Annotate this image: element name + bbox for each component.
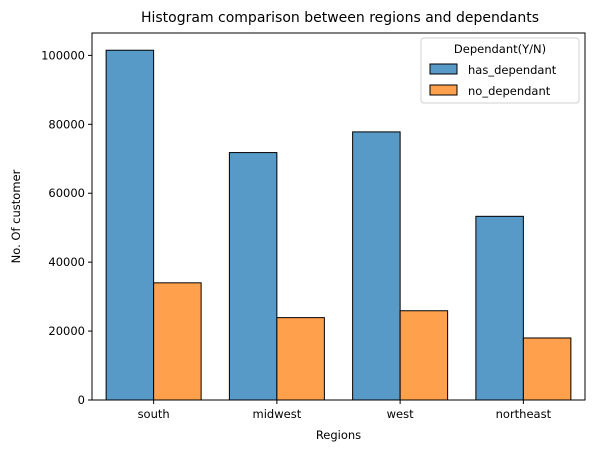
bar-no_dependant-south xyxy=(153,282,202,401)
x-tick-label: northeast xyxy=(496,407,552,421)
bar-has_dependant-west xyxy=(352,131,401,401)
legend-label-no_dependant: no_dependant xyxy=(468,84,551,98)
x-tick-label: south xyxy=(138,407,170,421)
bar-has_dependant-south xyxy=(105,49,155,401)
legend-items: has_dependant no_dependant xyxy=(429,63,557,98)
legend: Dependant(Y/N) has_dependant no_dependant xyxy=(420,37,580,104)
x-tick-label: west xyxy=(387,407,414,421)
legend-title: Dependant(Y/N) xyxy=(454,42,546,56)
y-tick-label: 20000 xyxy=(48,324,85,338)
plot-frame xyxy=(91,32,586,401)
legend-swatch-has_dependant xyxy=(429,63,458,75)
legend-label-has_dependant: has_dependant xyxy=(468,63,557,77)
bars-group xyxy=(105,49,572,401)
x-axis: south midwest west northeast xyxy=(138,400,552,421)
x-tick-label: midwest xyxy=(253,407,302,421)
x-axis-title: Regions xyxy=(316,428,361,442)
y-axis-title: No. Of customer xyxy=(9,169,23,263)
y-tick-label: 40000 xyxy=(48,255,85,269)
bar-no_dependant-midwest xyxy=(276,317,325,401)
y-axis: 0 20000 40000 60000 80000 100000 xyxy=(41,48,92,407)
y-tick-label: 100000 xyxy=(41,48,85,62)
bar-has_dependant-northeast xyxy=(475,215,524,401)
y-tick-label: 80000 xyxy=(48,117,85,131)
legend-swatch-no_dependant xyxy=(429,84,458,96)
bar-no_dependant-west xyxy=(399,310,449,401)
bar-no_dependant-northeast xyxy=(522,337,572,401)
y-tick-label: 0 xyxy=(78,393,85,407)
chart-title: Histogram comparison between regions and… xyxy=(141,10,539,26)
y-tick-label: 60000 xyxy=(48,186,85,200)
bar-has_dependant-midwest xyxy=(228,152,278,401)
legend-box xyxy=(420,37,580,104)
